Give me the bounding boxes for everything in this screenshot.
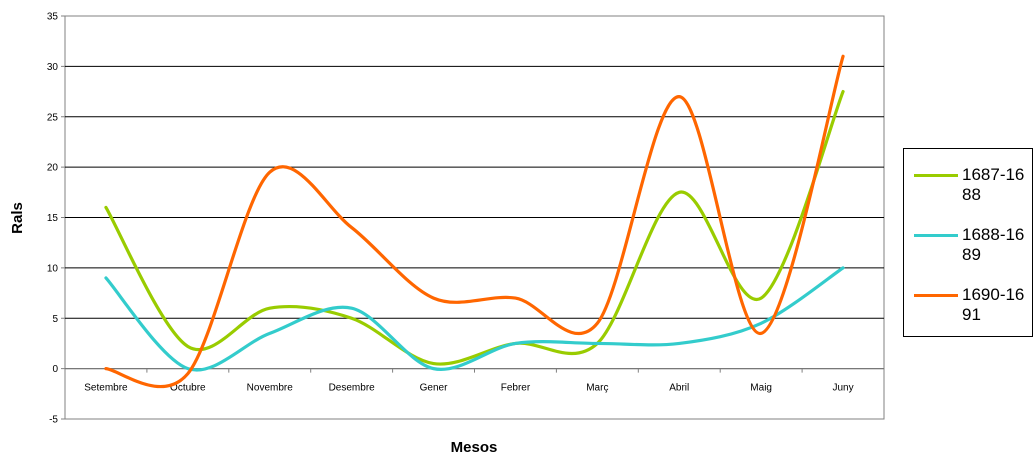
y-tick-label: 25 bbox=[47, 112, 59, 123]
y-tick-label: 10 bbox=[47, 263, 59, 274]
y-tick-label: 35 bbox=[47, 12, 59, 23]
legend-label: 1687-1688 bbox=[962, 165, 1025, 204]
legend-item: 1687-1688 bbox=[904, 163, 1032, 207]
x-tick-label: Setembre bbox=[84, 383, 128, 394]
y-tick-label: 20 bbox=[47, 163, 59, 174]
x-tick-label: Gener bbox=[420, 383, 448, 394]
legend-item: 1688-1689 bbox=[904, 223, 1032, 267]
series-line-1690-1691 bbox=[104, 54, 845, 389]
y-tick-label: -5 bbox=[49, 415, 58, 426]
y-tick-label: 5 bbox=[52, 314, 58, 325]
legend: 1687-1688 1688-1689 1690-1691 bbox=[903, 148, 1033, 337]
x-tick-label: Desembre bbox=[329, 383, 376, 394]
y-tick-label: 30 bbox=[47, 62, 59, 73]
legend-swatch bbox=[914, 174, 958, 177]
x-tick-label: Novembre bbox=[247, 383, 294, 394]
x-tick-label: Febrer bbox=[501, 383, 531, 394]
series-line-1688-1689 bbox=[104, 266, 845, 372]
y-axis-title: Rals bbox=[9, 202, 26, 234]
x-axis-title: Mesos bbox=[451, 439, 498, 456]
x-tick-label: Març bbox=[586, 383, 608, 394]
series-lines bbox=[104, 54, 845, 389]
y-tick-label: 15 bbox=[47, 213, 59, 224]
legend-label: 1690-1691 bbox=[962, 285, 1025, 324]
legend-label: 1688-1689 bbox=[962, 225, 1025, 264]
legend-item: 1690-1691 bbox=[904, 283, 1032, 327]
x-tick-label: Maig bbox=[750, 383, 772, 394]
legend-swatch bbox=[914, 294, 958, 297]
legend-swatch bbox=[914, 234, 958, 237]
x-tick-label: Abril bbox=[669, 383, 689, 394]
x-tick-label: Octubre bbox=[170, 383, 206, 394]
y-axis-ticks: -5 0 5 10 15 20 25 30 35 bbox=[47, 12, 65, 426]
x-tick-label: Juny bbox=[832, 383, 853, 394]
y-tick-label: 0 bbox=[52, 364, 58, 375]
x-axis-ticks: Setembre Octubre Novembre Desembre Gener Febr… bbox=[64, 368, 885, 394]
